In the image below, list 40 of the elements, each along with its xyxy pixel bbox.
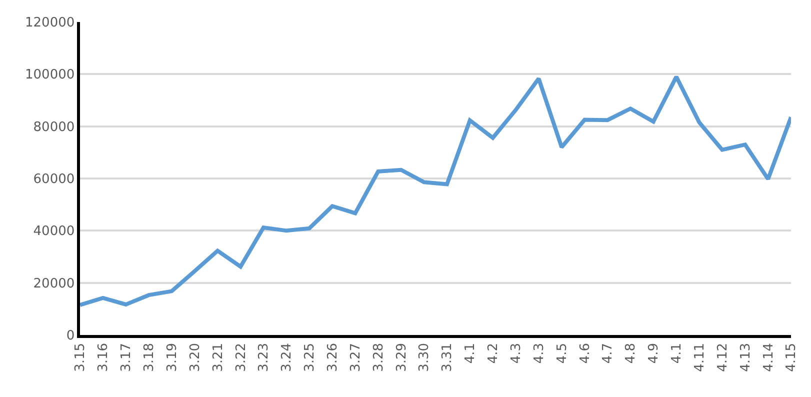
x-tick-label: 4.12 xyxy=(715,342,730,372)
x-tick-label: 4.14 xyxy=(761,342,776,372)
y-tick-label: 20000 xyxy=(33,276,75,292)
x-tick-label: 4.13 xyxy=(738,342,754,372)
x-tick-label: 4.8 xyxy=(624,342,639,364)
x-tick-label: 3.18 xyxy=(142,342,158,372)
x-tick-label: 4.9 xyxy=(646,342,662,364)
x-tick-label: 3.24 xyxy=(280,342,295,372)
x-tick-label: 3.19 xyxy=(164,342,180,372)
x-tick-label: 3.29 xyxy=(394,342,410,372)
x-tick-label: 4.3 xyxy=(508,342,524,364)
x-tick-label: 3.21 xyxy=(210,342,226,372)
x-tick-label: 3.25 xyxy=(302,342,318,372)
x-tick-label: 3.15 xyxy=(73,342,88,372)
x-tick-label: 4.11 xyxy=(692,342,708,372)
y-tick-label: 60000 xyxy=(33,172,75,188)
x-tick-label: 4.5 xyxy=(554,342,570,364)
x-tick-label: 4.15 xyxy=(784,342,800,372)
x-tick-label: 3.26 xyxy=(326,342,341,372)
x-tick-label: 3.20 xyxy=(188,342,203,372)
x-tick-label: 3.30 xyxy=(417,342,432,372)
x-tick-label: 4.6 xyxy=(578,342,593,364)
x-tick-label: 3.27 xyxy=(348,342,364,372)
x-tick-label: 4.1 xyxy=(670,342,685,364)
x-tick-label: 4.2 xyxy=(486,342,502,364)
x-tick-label: 3.17 xyxy=(119,342,134,372)
y-tick-label: 80000 xyxy=(33,120,75,135)
y-tick-label: 0 xyxy=(66,328,75,344)
x-tick-label: 3.23 xyxy=(256,342,272,372)
x-tick-label: 4.3 xyxy=(532,342,547,364)
x-tick-label: 3.22 xyxy=(234,342,249,372)
x-tick-label: 4.1 xyxy=(463,342,478,364)
x-tick-label: 4.7 xyxy=(600,342,616,364)
y-tick-label: 120000 xyxy=(25,16,75,31)
line-series xyxy=(80,74,791,307)
y-tick-label: 40000 xyxy=(33,224,75,240)
x-tick-label: 3.31 xyxy=(440,342,456,372)
y-tick-label: 100000 xyxy=(25,68,75,83)
x-tick-label: 3.16 xyxy=(96,342,112,372)
x-tick-label: 3.28 xyxy=(371,342,386,372)
